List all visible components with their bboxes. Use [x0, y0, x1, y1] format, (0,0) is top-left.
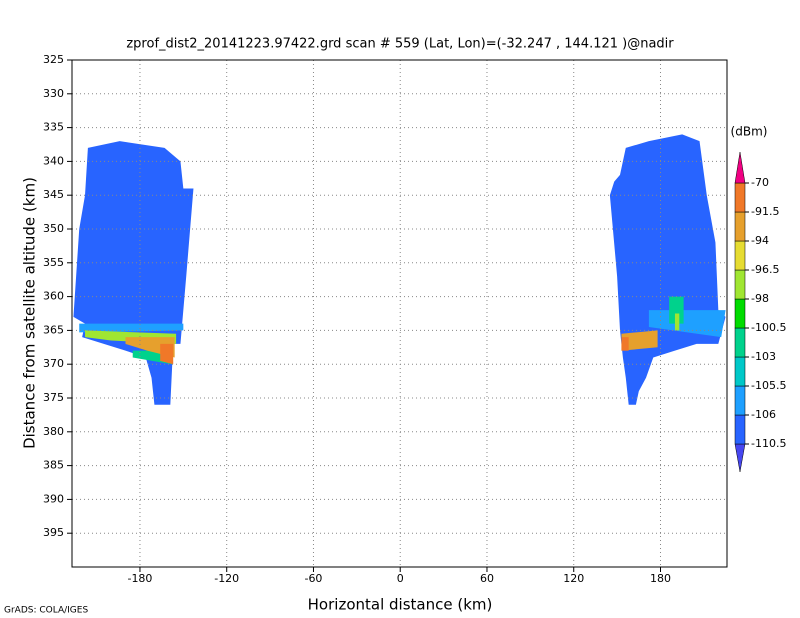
echo-region: [621, 337, 629, 351]
x-tick-label: 120: [563, 572, 584, 585]
x-tick-label: -120: [214, 572, 239, 585]
echo-region: [674, 313, 680, 331]
y-tick-label: 380: [43, 425, 64, 438]
colorbar-label: -70: [751, 176, 769, 189]
echo-region: [73, 141, 194, 405]
colorbar-label: -100.5: [751, 321, 786, 334]
x-tick-label: -60: [304, 572, 322, 585]
colorbar-segment: [734, 182, 746, 213]
y-tick-label: 365: [43, 323, 64, 336]
colorbar-high: [734, 151, 746, 184]
colorbar-label: -105.5: [751, 379, 786, 392]
colorbar-unit: (dBm): [731, 125, 768, 139]
colorbar-segment: [734, 356, 746, 387]
colorbar-label: -96.5: [751, 263, 779, 276]
echo-region: [648, 310, 726, 338]
x-axis-label: Horizontal distance (km): [308, 596, 493, 614]
colorbar-segment: [734, 327, 746, 358]
y-tick-label: 395: [43, 526, 64, 539]
y-tick-label: 385: [43, 459, 64, 472]
colorbar-segment: [734, 414, 746, 445]
colorbar-segment: [734, 211, 746, 242]
echo-region: [79, 323, 184, 333]
plot-frame: [71, 59, 728, 568]
echo-region: [160, 343, 174, 365]
echo-region: [669, 296, 684, 324]
echo-region: [621, 330, 658, 351]
colorbar-segment: [734, 298, 746, 329]
colorbar-label: -103: [751, 350, 776, 363]
colorbar-label: -106: [751, 408, 776, 421]
colorbar-label: -98: [751, 292, 769, 305]
footer: GrADS: COLA/IGES: [4, 606, 88, 616]
colorbar-low: [734, 443, 746, 473]
y-tick-label: 350: [43, 222, 64, 235]
y-tick-label: 325: [43, 53, 64, 66]
x-tick-label: 60: [480, 572, 494, 585]
colorbar-segment: [734, 240, 746, 271]
y-axis-label: Distance from satellite altitude (km): [21, 177, 39, 449]
y-tick-label: 345: [43, 188, 64, 201]
y-tick-label: 330: [43, 87, 64, 100]
chart-title: zprof_dist2_20141223.97422.grd scan # 55…: [126, 37, 674, 52]
y-tick-label: 340: [43, 154, 64, 167]
y-tick-label: 370: [43, 357, 64, 370]
colorbar-segment: [734, 385, 746, 416]
x-tick-label: 180: [650, 572, 671, 585]
y-tick-label: 360: [43, 290, 64, 303]
y-tick-label: 375: [43, 391, 64, 404]
y-tick-label: 390: [43, 492, 64, 505]
x-tick-label: 0: [397, 572, 404, 585]
colorbar-label: -94: [751, 234, 769, 247]
x-tick-label: -180: [127, 572, 152, 585]
colorbar-label: -110.5: [751, 437, 786, 450]
colorbar-label: -91.5: [751, 205, 779, 218]
y-tick-label: 355: [43, 256, 64, 269]
colorbar-segment: [734, 269, 746, 300]
y-tick-label: 335: [43, 121, 64, 134]
